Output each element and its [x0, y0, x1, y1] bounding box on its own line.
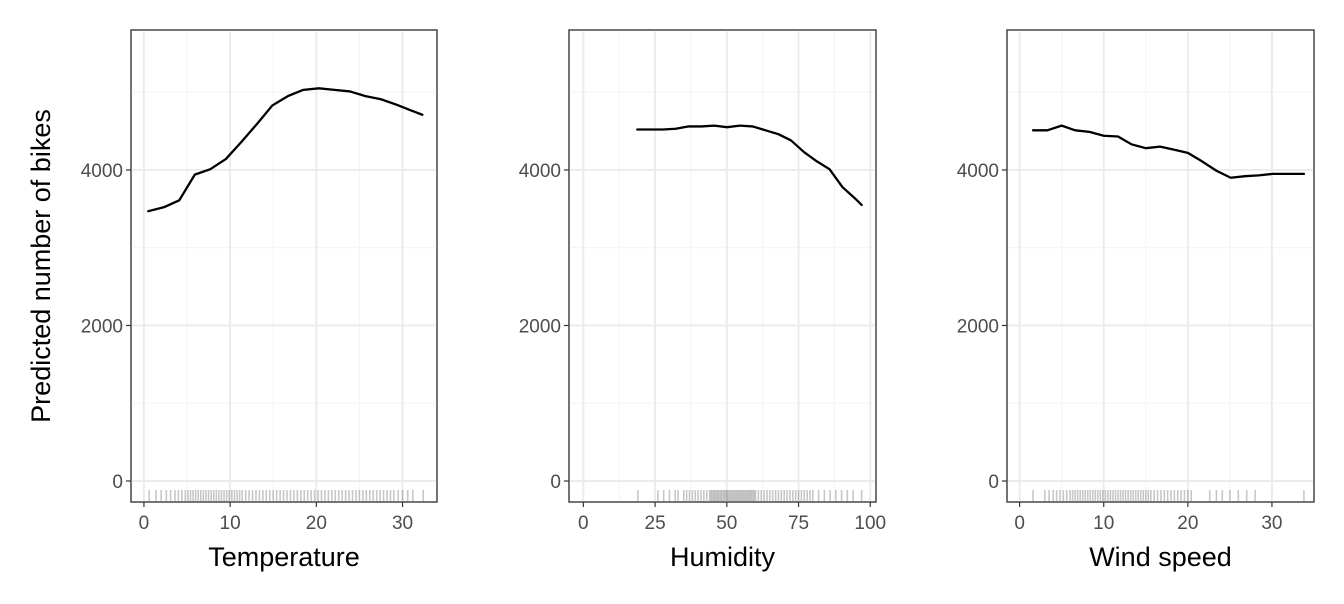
x-tick-label: 20 — [1177, 513, 1198, 534]
panel-border — [1006, 29, 1315, 503]
x-tick-label: 0 — [578, 513, 589, 534]
figure-y-axis-title: Predicted number of bikes — [26, 109, 56, 423]
pd-series-line — [636, 124, 863, 207]
panel-background — [1006, 29, 1315, 503]
x-tick-label: 10 — [220, 513, 241, 534]
x-axis-title: Humidity — [670, 542, 776, 572]
x-tick-label: 30 — [1261, 513, 1282, 534]
panel-background — [130, 29, 438, 503]
x-tick-label: 30 — [392, 513, 413, 534]
rug — [148, 490, 425, 501]
x-tick-label: 20 — [306, 513, 327, 534]
panel-border — [568, 29, 877, 503]
pd-series-line — [147, 87, 424, 213]
x-tick-label: 0 — [139, 513, 150, 534]
y-tick-label: 0 — [112, 472, 123, 493]
x-tick-label: 75 — [788, 513, 809, 534]
x-tick-label: 10 — [1093, 513, 1114, 534]
rug — [1032, 490, 1305, 501]
x-axis-title: Wind speed — [1089, 542, 1232, 572]
x-tick-label: 100 — [854, 513, 886, 534]
y-tick-label: 4000 — [957, 161, 999, 182]
rug — [637, 490, 863, 501]
y-tick-label: 4000 — [519, 161, 561, 182]
chart-panel: 0 2000 4000 0 10 20 30 Temperature — [81, 29, 438, 572]
y-tick-label: 0 — [550, 472, 561, 493]
y-tick-label: 4000 — [81, 161, 123, 182]
y-tick-label: 2000 — [81, 316, 123, 337]
y-tick-label: 2000 — [957, 316, 999, 337]
x-tick-label: 50 — [716, 513, 737, 534]
chart-panel: 0 2000 4000 0 10 20 30 Wind speed — [957, 29, 1315, 572]
panel-background — [568, 29, 877, 503]
y-tick-label: 0 — [988, 472, 999, 493]
panel-border — [130, 29, 438, 503]
x-axis-title: Temperature — [208, 542, 360, 572]
y-tick-label: 2000 — [519, 316, 561, 337]
x-tick-label: 0 — [1014, 513, 1025, 534]
x-tick-label: 25 — [645, 513, 666, 534]
chart-panel: 0 2000 4000 0 25 50 75 100 Humidity — [519, 29, 886, 572]
pd-series-line — [1031, 124, 1306, 179]
